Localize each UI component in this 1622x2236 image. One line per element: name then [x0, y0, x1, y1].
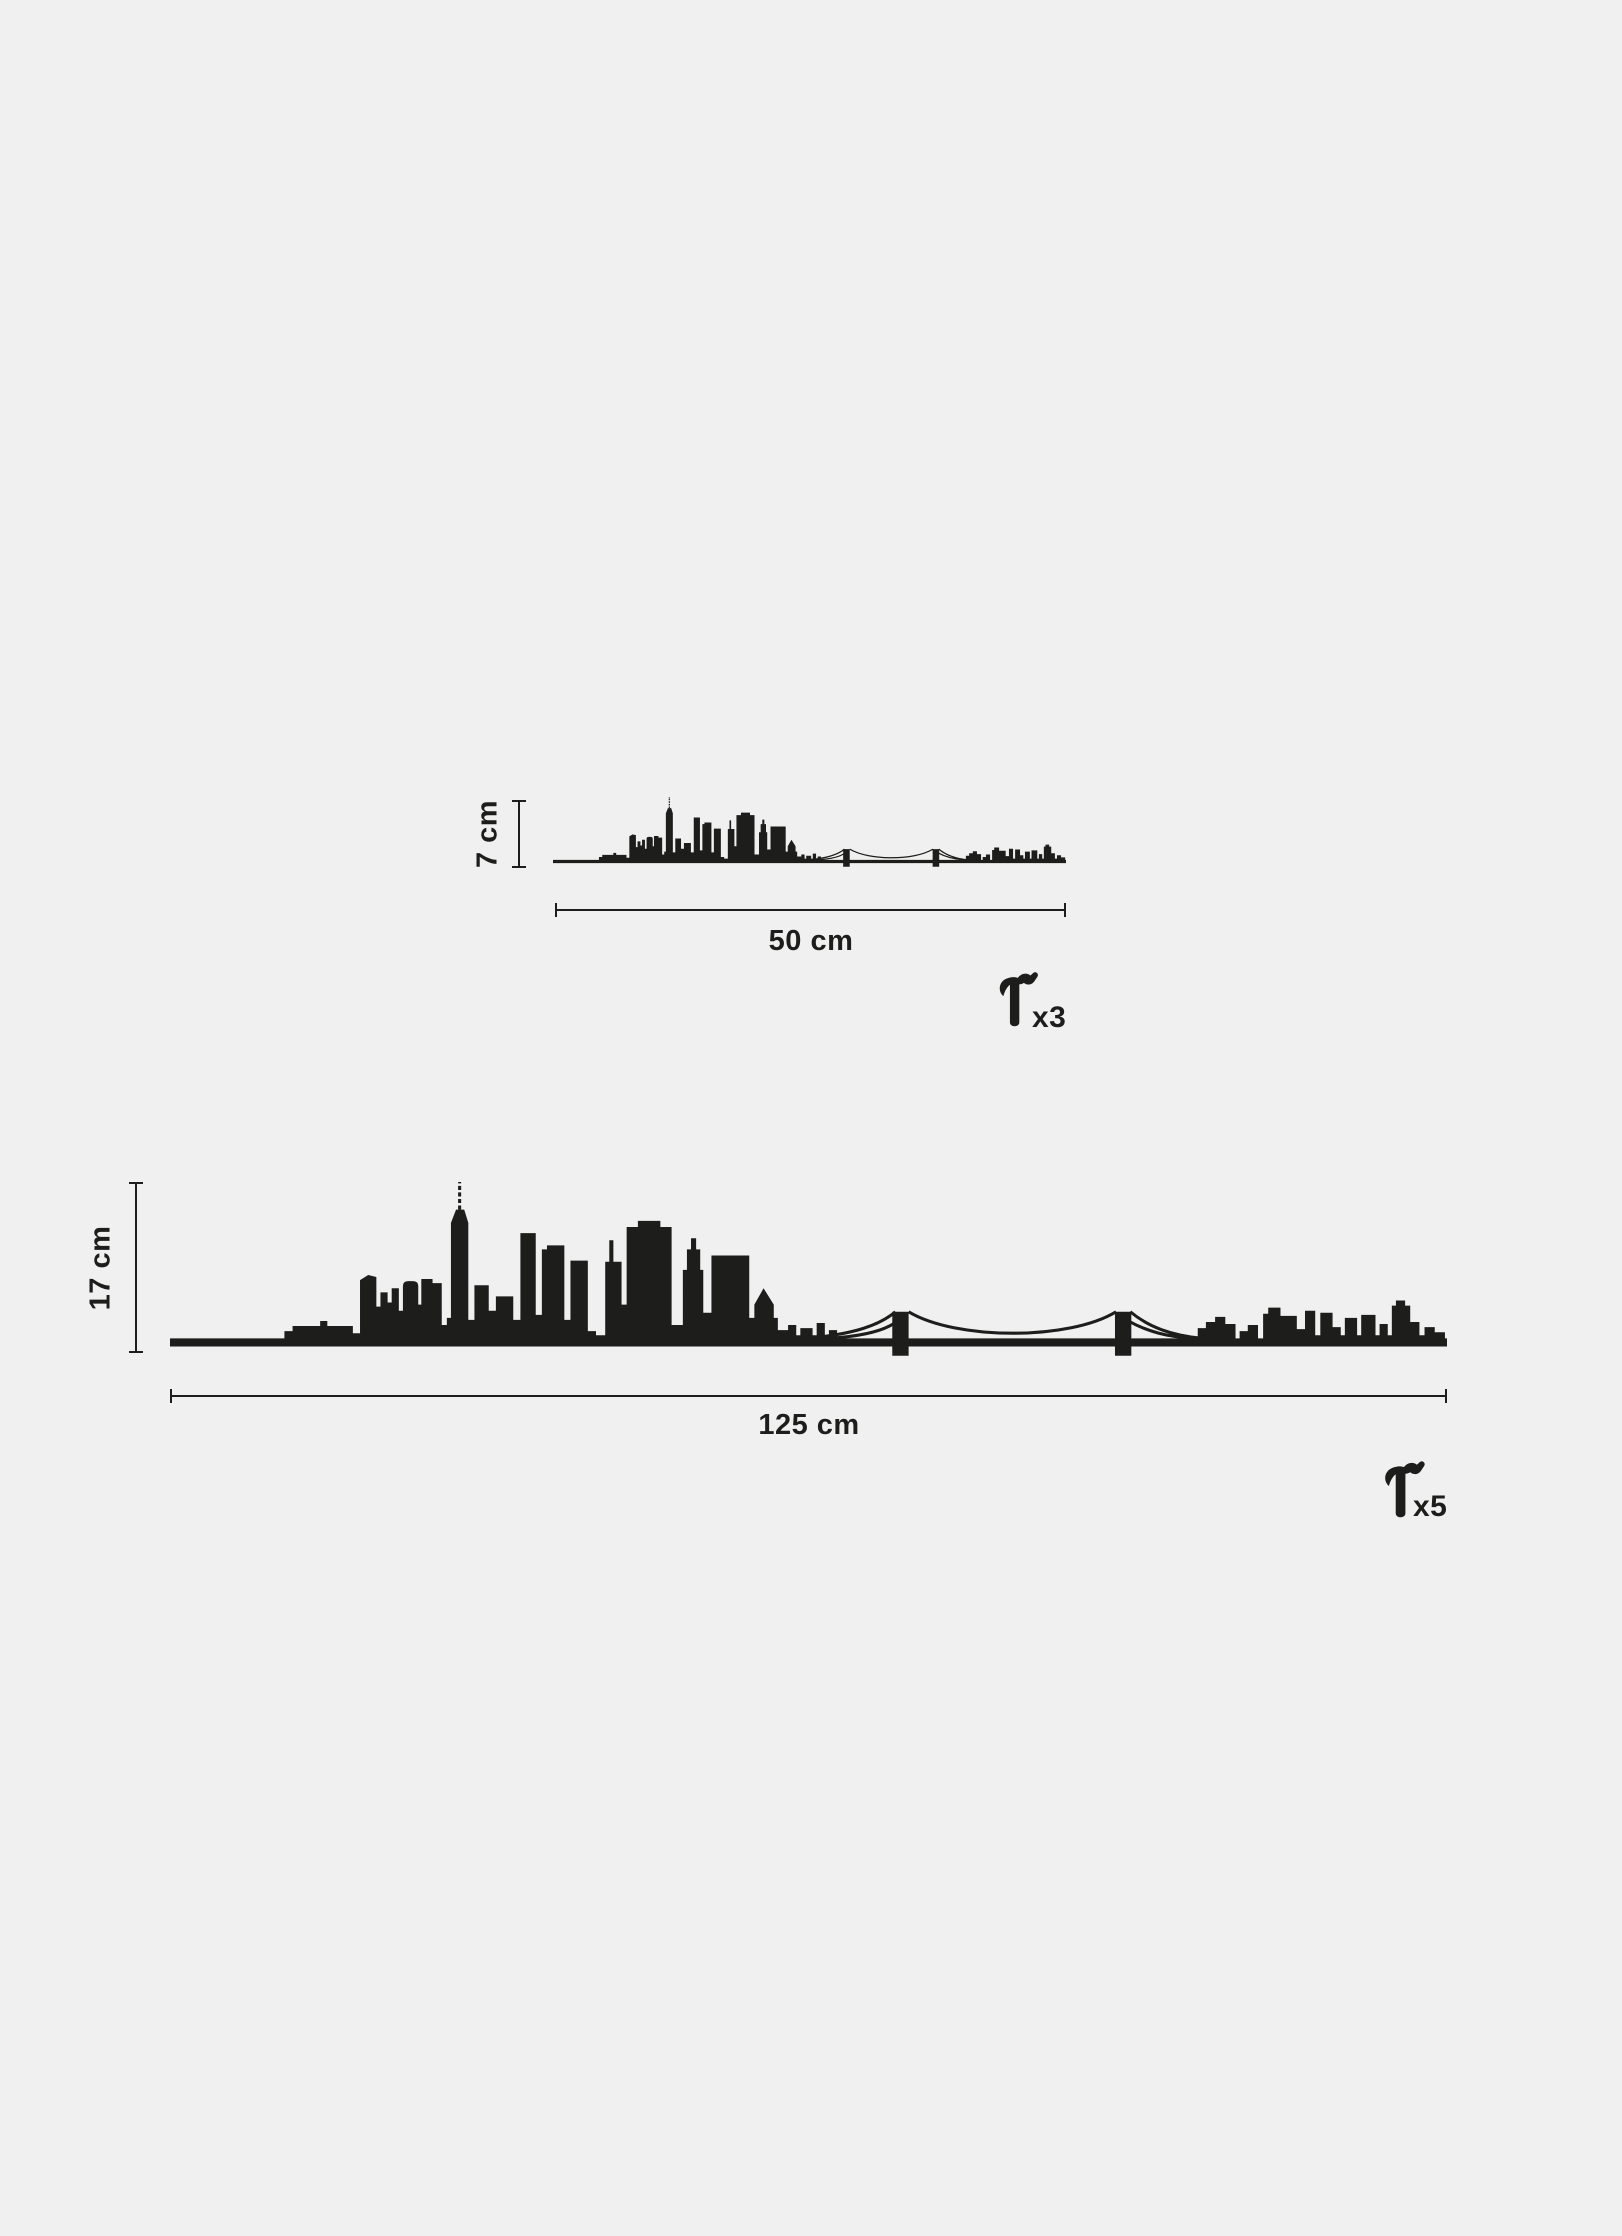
small-height-dimension-line	[512, 800, 526, 868]
large-width-label: 125 cm	[758, 1409, 860, 1441]
large-height-dimension-line	[129, 1182, 143, 1353]
large-height-label: 17 cm	[84, 1225, 117, 1311]
skyline-silhouette-large	[170, 1182, 1447, 1356]
small-width-dimension-line	[555, 903, 1066, 917]
skyline-silhouette-small	[553, 797, 1066, 867]
small-width-label: 50 cm	[768, 925, 854, 957]
small-nails-count-label: x3	[1032, 1001, 1067, 1034]
large-nails-count-label: x5	[1413, 1490, 1448, 1523]
small-height-label: 7 cm	[471, 799, 504, 869]
large-width-dimension-line	[170, 1389, 1447, 1403]
